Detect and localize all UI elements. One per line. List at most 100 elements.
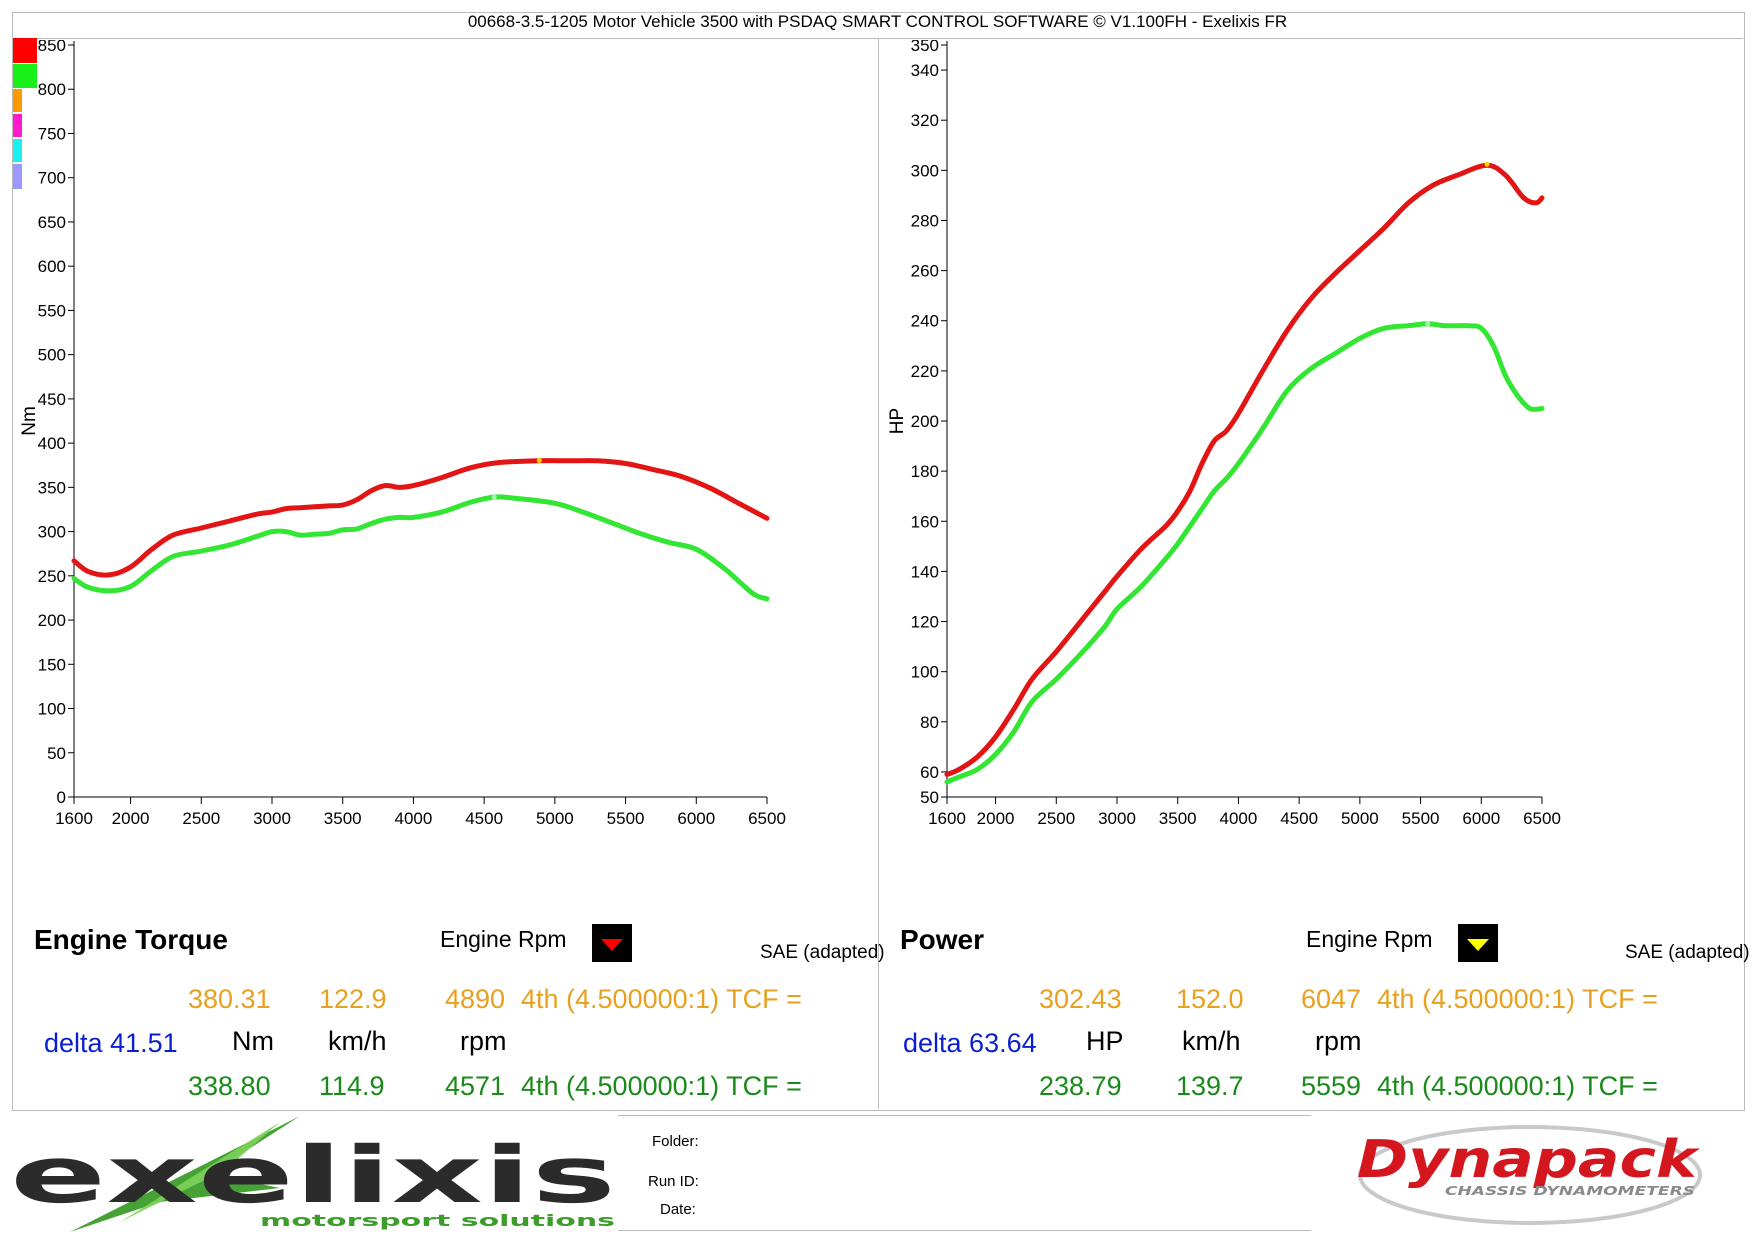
x-tick-label: 5000 <box>536 809 574 828</box>
y-tick-label: 60 <box>920 763 939 782</box>
power-panel-title: Power <box>900 924 985 955</box>
x-tick-label: 6000 <box>677 809 715 828</box>
legend-swatch <box>13 38 37 63</box>
y-tick-label: 800 <box>38 80 66 99</box>
footer-divider <box>618 1115 1311 1116</box>
y-tick-label: 260 <box>911 262 939 281</box>
y-tick-label: 100 <box>911 663 939 682</box>
logo-tagline: motorsport solutions <box>260 1211 615 1230</box>
power-readout-rpm-2: 5559 <box>1301 1071 1362 1101</box>
power-speed-unit: km/h <box>1182 1026 1241 1056</box>
torque-cursor-marker[interactable] <box>592 924 632 962</box>
date-label: Date: <box>660 1201 696 1218</box>
title-divider <box>12 38 1743 39</box>
torque-xaxis-name: Engine Rpm <box>440 926 567 952</box>
x-tick-label: 3500 <box>324 809 362 828</box>
y-tick-label: 400 <box>38 434 66 453</box>
x-tick-label: 6000 <box>1462 809 1500 828</box>
y-tick-label: 700 <box>38 169 66 188</box>
x-tick-label: 4000 <box>1220 809 1258 828</box>
power-readout-gear-2: 4th (4.500000:1) TCF = <box>1377 1071 1658 1101</box>
torque-readout-speed-1: 122.9 <box>319 984 387 1014</box>
y-tick-label: 300 <box>911 161 939 180</box>
torque-delta: delta 41.51 <box>44 1028 178 1058</box>
torque-readout-gear-2: 4th (4.500000:1) TCF = <box>521 1071 802 1101</box>
logo-ring <box>1358 1125 1702 1225</box>
power-readout-gear-1: 4th (4.500000:1) TCF = <box>1377 984 1658 1014</box>
x-tick-label: 2000 <box>977 809 1015 828</box>
legend-swatch <box>13 64 37 88</box>
torque-readout-rpm-1: 4890 <box>445 984 506 1014</box>
torque-chart: 0 50 100 150 200 250 300 350 400 450 500 550 600 650 7… <box>19 40 786 828</box>
logo-wordmark: Dynapack <box>1357 1130 1701 1190</box>
y-tick-label: 240 <box>911 312 939 331</box>
legend-swatch <box>13 89 22 112</box>
x-tick-label: 5500 <box>1402 809 1440 828</box>
x-tick-label: 4500 <box>465 809 503 828</box>
x-tick-label: 3500 <box>1159 809 1197 828</box>
y-tick-label: 350 <box>38 478 66 497</box>
y-tick-label: 200 <box>911 412 939 431</box>
logo-swoosh <box>70 1116 300 1232</box>
y-tick-label: 750 <box>38 124 66 143</box>
y-tick-label: 650 <box>38 213 66 232</box>
torque-readout-gear-1: 4th (4.500000:1) TCF = <box>521 984 802 1014</box>
legend-swatch <box>13 139 22 162</box>
power-cursor-marker[interactable] <box>1458 924 1498 962</box>
y-tick-label: 140 <box>911 562 939 581</box>
y-tick-label: 50 <box>920 788 939 807</box>
series-line <box>944 321 1545 785</box>
x-tick-label: 1600 <box>55 809 93 828</box>
power-readout-rpm-1: 6047 <box>1301 984 1362 1014</box>
y-tick-label: 340 <box>911 61 939 80</box>
logo-wordmark: exelixis <box>10 1131 616 1221</box>
power-chart: 50 60 80 100 120 140 160 180 200 220 240 260 280 300 3… <box>887 40 1561 828</box>
x-tick-label: 2500 <box>182 809 220 828</box>
logo-tagline: CHASSIS DYNAMOMETERS <box>1445 1184 1695 1198</box>
x-tick-label: 2000 <box>112 809 150 828</box>
power-unit: HP <box>1086 1026 1124 1056</box>
torque-rpm-unit: rpm <box>460 1026 507 1056</box>
y-tick-label: 200 <box>38 611 66 630</box>
torque-correction: SAE (adapted) <box>760 942 885 963</box>
y-tick-label: 280 <box>911 211 939 230</box>
y-tick-label: 0 <box>57 788 66 807</box>
y-tick-label: 220 <box>911 362 939 381</box>
y-tick-label: 50 <box>47 744 66 763</box>
series-line <box>71 458 770 578</box>
legend-swatch <box>13 164 22 189</box>
down-triangle-icon <box>1467 939 1489 951</box>
torque-panel-title: Engine Torque <box>34 924 228 955</box>
cursor-point <box>1425 321 1431 327</box>
y-tick-label: 450 <box>38 390 66 409</box>
power-delta: delta 63.64 <box>903 1028 1037 1058</box>
y-tick-label: 120 <box>911 613 939 632</box>
y-tick-label: 850 <box>38 40 66 55</box>
x-tick-label: 6500 <box>1523 809 1561 828</box>
y-tick-label: 250 <box>38 567 66 586</box>
panel-divider <box>878 38 879 1109</box>
y-tick-label: 550 <box>38 301 66 320</box>
legend-swatch <box>13 114 22 137</box>
x-tick-label: 1600 <box>928 809 966 828</box>
y-tick-label: 160 <box>911 512 939 531</box>
x-tick-label: 3000 <box>1098 809 1136 828</box>
x-tick-label: 5000 <box>1341 809 1379 828</box>
power-correction: SAE (adapted) <box>1625 942 1750 963</box>
report-title: 00668-3.5-1205 Motor Vehicle 3500 with P… <box>467 12 1288 31</box>
logo-swoosh-light <box>120 1122 280 1222</box>
power-readout-speed-2: 139.7 <box>1176 1071 1244 1101</box>
footer-divider-bottom <box>618 1230 1311 1231</box>
y-tick-label: 180 <box>911 462 939 481</box>
y-tick-label: 500 <box>38 346 66 365</box>
y-axis-label: Nm <box>19 406 40 436</box>
torque-readout-rpm-2: 4571 <box>445 1071 506 1101</box>
series-line <box>944 162 1545 777</box>
power-readout-value-1: 302.43 <box>1039 984 1122 1014</box>
x-tick-label: 5500 <box>607 809 645 828</box>
torque-speed-unit: km/h <box>328 1026 387 1056</box>
y-tick-label: 600 <box>38 257 66 276</box>
folder-label: Folder: <box>652 1133 699 1150</box>
series-line <box>71 494 770 602</box>
y-tick-label: 150 <box>38 655 66 674</box>
